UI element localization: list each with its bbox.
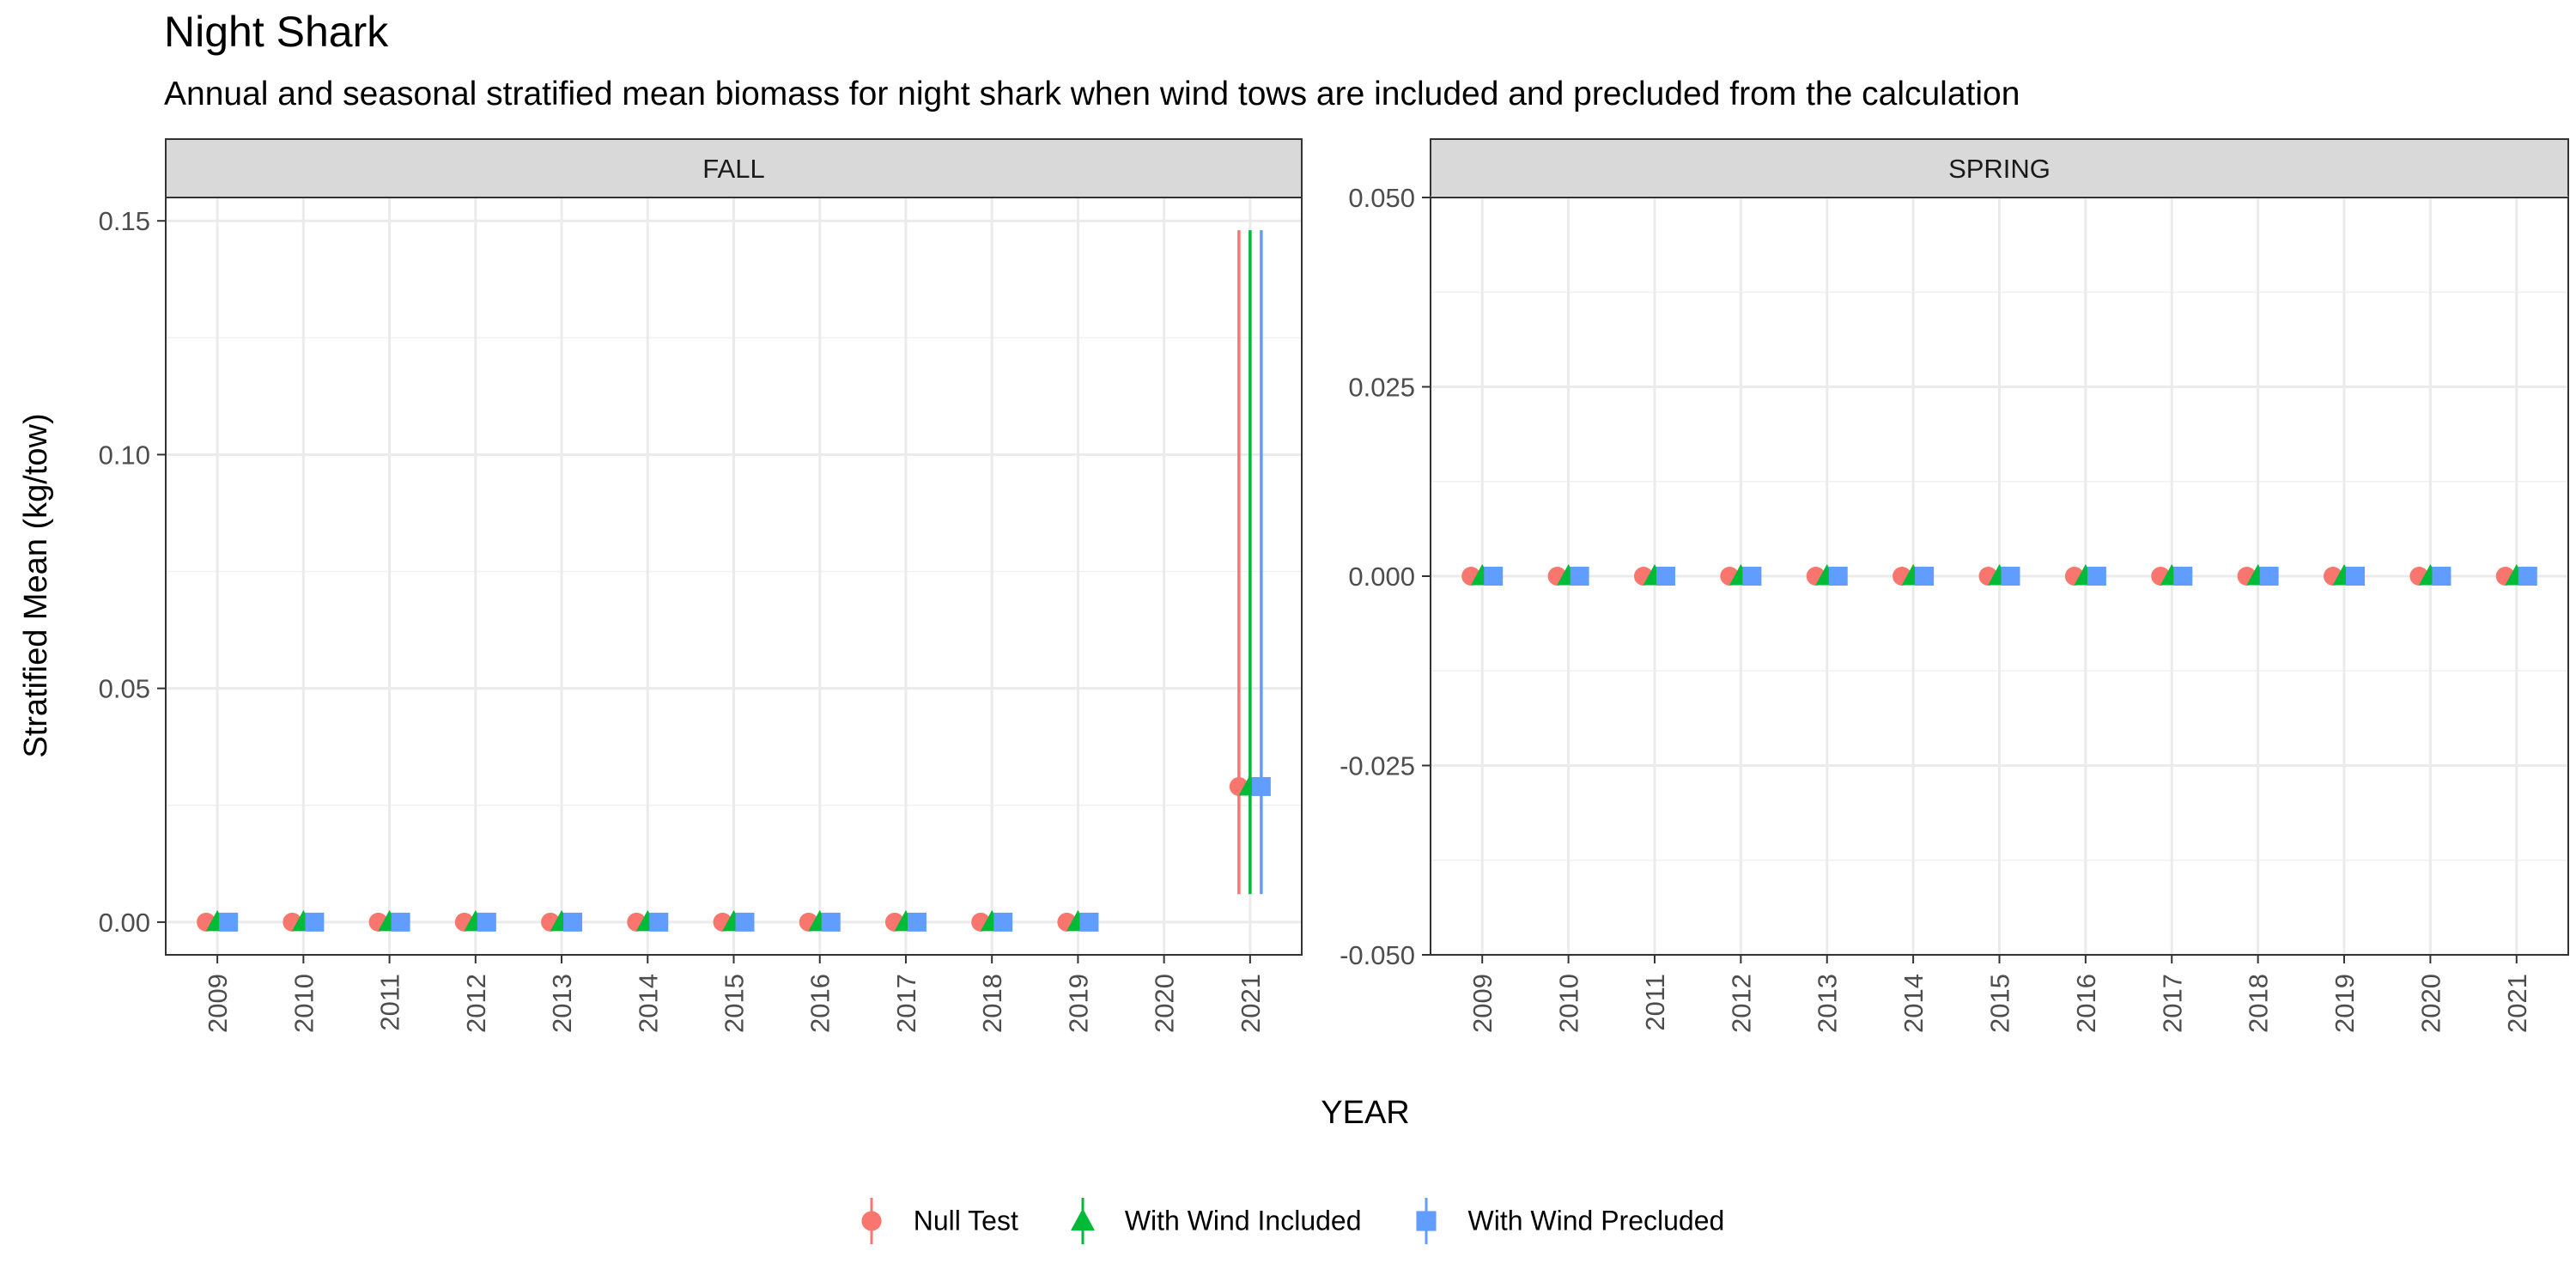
data-point bbox=[1915, 567, 1935, 586]
x-tick-label: 2019 bbox=[2330, 974, 2360, 1033]
data-point bbox=[1742, 567, 1762, 586]
x-tick-label: 2011 bbox=[375, 974, 405, 1031]
data-point bbox=[477, 912, 496, 932]
legend-key-marker bbox=[1070, 1208, 1095, 1231]
chart-subtitle: Annual and seasonal stratified mean biom… bbox=[164, 76, 2020, 112]
x-tick-label: 2010 bbox=[1554, 974, 1584, 1033]
x-tick-label: 2020 bbox=[1150, 974, 1180, 1033]
legend-key bbox=[1070, 1198, 1095, 1244]
legend-key-marker bbox=[861, 1211, 882, 1231]
data-point bbox=[391, 912, 410, 932]
data-point bbox=[2259, 567, 2279, 586]
x-tick-label: 2015 bbox=[720, 974, 750, 1033]
y-tick-label: 0.050 bbox=[1348, 183, 1415, 213]
legend-item: With Wind Precluded bbox=[1406, 1198, 1725, 1244]
x-tick-label: 2021 bbox=[2502, 974, 2532, 1033]
data-point bbox=[1656, 567, 1675, 586]
data-point bbox=[2518, 567, 2537, 586]
panel-border-spring bbox=[1430, 197, 2569, 956]
data-point bbox=[219, 912, 239, 932]
x-tick-label: 2012 bbox=[1726, 974, 1756, 1033]
legend-key bbox=[861, 1198, 882, 1244]
panel-border-fall bbox=[165, 197, 1303, 956]
x-tick-label: 2012 bbox=[461, 974, 491, 1033]
legend-label: Null Test bbox=[913, 1205, 1018, 1236]
x-tick-label: 2021 bbox=[1236, 974, 1266, 1033]
data-point bbox=[2087, 567, 2106, 586]
panel-fall: FALL 0.00 0.05 0.10 0.15 2009 2010 2011 2012 2013… bbox=[99, 138, 1303, 1033]
data-point bbox=[305, 912, 325, 932]
x-tick-label: 2009 bbox=[1467, 974, 1498, 1033]
chart-title: Night Shark bbox=[164, 8, 389, 56]
data-point bbox=[993, 912, 1013, 932]
legend-item: With Wind Included bbox=[1063, 1198, 1362, 1244]
x-tick-label: 2017 bbox=[891, 974, 921, 1033]
x-tick-label: 2011 bbox=[1640, 974, 1670, 1031]
x-tick-label: 2013 bbox=[1813, 974, 1843, 1033]
legend-label: With Wind Precluded bbox=[1467, 1205, 1725, 1236]
data-point bbox=[649, 912, 669, 932]
y-tick-label: 0.05 bbox=[99, 674, 150, 704]
y-tick-label: -0.025 bbox=[1340, 751, 1415, 781]
y-tick-label: 0.025 bbox=[1348, 373, 1415, 403]
data-point bbox=[1251, 777, 1271, 796]
x-tick-label: 2015 bbox=[1985, 974, 2015, 1033]
panel-spring: SPRING -0.050 -0.025 0.000 0.025 0.050 2009 201… bbox=[1340, 138, 2569, 1033]
x-tick-label: 2013 bbox=[547, 974, 577, 1033]
data-point bbox=[2173, 567, 2193, 586]
data-point bbox=[2432, 567, 2451, 586]
data-point bbox=[2001, 567, 2020, 586]
legend-item: Null Test bbox=[852, 1198, 1018, 1244]
x-tick-label: 2018 bbox=[977, 974, 1007, 1033]
y-tick-label: 0.10 bbox=[99, 440, 150, 470]
data-point bbox=[1828, 567, 1848, 586]
x-tick-label: 2019 bbox=[1063, 974, 1093, 1033]
data-point bbox=[1484, 567, 1504, 586]
strip-label-spring: SPRING bbox=[1948, 154, 2050, 184]
y-tick-label: 0.15 bbox=[99, 206, 150, 236]
x-tick-label: 2017 bbox=[2157, 974, 2187, 1033]
legend-key bbox=[1415, 1198, 1437, 1244]
data-point bbox=[1079, 912, 1099, 932]
data-point bbox=[563, 912, 583, 932]
x-tick-label: 2014 bbox=[1899, 974, 1929, 1033]
data-point bbox=[735, 912, 755, 932]
x-tick-label: 2010 bbox=[289, 974, 319, 1033]
legend-label: With Wind Included bbox=[1124, 1205, 1362, 1236]
y-tick-label: 0.00 bbox=[99, 908, 150, 938]
x-axis-title: YEAR bbox=[1321, 1095, 1409, 1131]
data-point bbox=[2346, 567, 2366, 586]
x-tick-label: 2016 bbox=[805, 974, 835, 1033]
y-axis-title: Stratified Mean (kg/tow) bbox=[18, 413, 54, 757]
strip-label-fall: FALL bbox=[702, 154, 764, 184]
data-point bbox=[821, 912, 841, 932]
legend: Null Test With Wind Included With Wind Pre… bbox=[0, 1198, 2576, 1244]
y-tick-label: 0.000 bbox=[1348, 562, 1415, 592]
strip-spring bbox=[1430, 138, 2569, 198]
x-tick-label: 2016 bbox=[2071, 974, 2101, 1033]
x-tick-label: 2018 bbox=[2244, 974, 2274, 1033]
legend-key-marker bbox=[1415, 1211, 1437, 1231]
y-tick-label: -0.050 bbox=[1340, 940, 1415, 970]
x-tick-label: 2009 bbox=[203, 974, 233, 1033]
data-point bbox=[907, 912, 927, 932]
data-point bbox=[1570, 567, 1589, 586]
x-tick-label: 2020 bbox=[2415, 974, 2445, 1033]
x-tick-label: 2014 bbox=[633, 974, 663, 1033]
